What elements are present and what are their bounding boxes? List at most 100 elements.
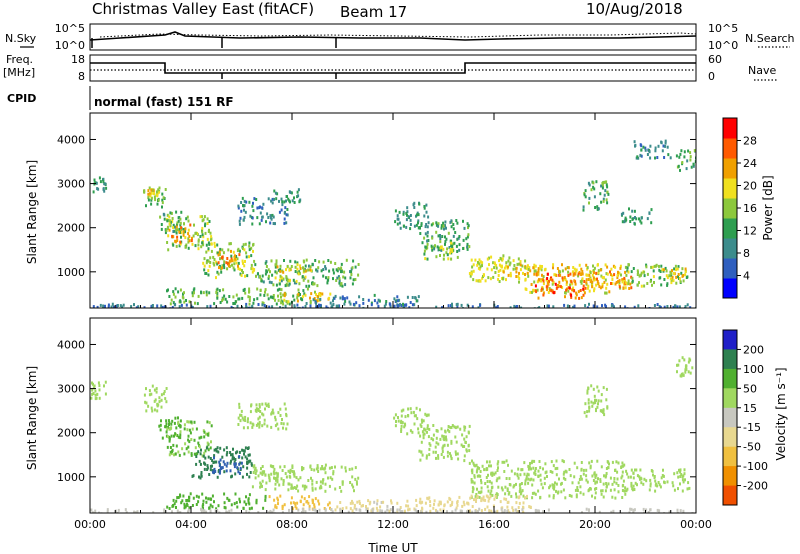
velocity-cell bbox=[251, 425, 254, 429]
power-cell bbox=[514, 306, 517, 308]
power-cell bbox=[450, 219, 453, 223]
velocity-cell bbox=[528, 466, 531, 470]
velocity-cell bbox=[543, 476, 546, 480]
power-cell bbox=[553, 273, 556, 277]
power-cell bbox=[663, 156, 666, 159]
velocity-cell bbox=[334, 508, 337, 512]
velocity-cell bbox=[290, 483, 293, 487]
power-region bbox=[165, 215, 213, 252]
power-cell bbox=[669, 270, 672, 274]
power-cell bbox=[512, 259, 515, 263]
power-region bbox=[394, 201, 430, 231]
power-cell bbox=[432, 222, 435, 226]
velocity-cell bbox=[295, 487, 298, 490]
velocity-cell bbox=[353, 503, 356, 507]
power-cell bbox=[273, 197, 275, 201]
power-cell bbox=[269, 295, 272, 299]
velocity-cell bbox=[92, 392, 95, 395]
power-cell bbox=[471, 305, 474, 308]
velocity-cell bbox=[603, 413, 606, 417]
power-cell bbox=[637, 271, 639, 274]
power-cell bbox=[242, 243, 245, 247]
power-cell bbox=[618, 285, 621, 289]
power-cell bbox=[637, 304, 640, 308]
velocity-cell bbox=[175, 444, 178, 448]
velocity-cell bbox=[226, 496, 229, 500]
power-cell bbox=[337, 267, 340, 270]
velocity-cell bbox=[597, 389, 600, 393]
power-cell bbox=[606, 185, 609, 189]
power-cell bbox=[402, 212, 405, 216]
power-cell bbox=[143, 306, 146, 308]
velocity-cell bbox=[156, 409, 159, 413]
power-cell bbox=[228, 261, 231, 265]
power-cell bbox=[492, 275, 495, 279]
power-cell bbox=[319, 303, 322, 307]
power-cell bbox=[555, 274, 558, 277]
velocity-cell bbox=[188, 499, 191, 503]
velocity-cell bbox=[480, 478, 482, 482]
power-cell bbox=[281, 200, 284, 204]
power-ytick-label: 4000 bbox=[57, 133, 85, 146]
velocity-cell bbox=[632, 471, 635, 475]
velocity-cell bbox=[429, 443, 432, 447]
velocity-cell bbox=[238, 450, 241, 454]
power-cell bbox=[440, 248, 443, 252]
power-cell bbox=[445, 237, 448, 241]
power-cell bbox=[592, 276, 595, 280]
velocity-cell bbox=[605, 474, 608, 478]
velocity-cell bbox=[406, 499, 409, 503]
power-cell bbox=[689, 158, 692, 162]
velocity-cell bbox=[575, 495, 578, 499]
power-cell bbox=[319, 294, 322, 298]
power-cell bbox=[638, 281, 640, 285]
velocity-cell bbox=[508, 511, 511, 513]
power-cell bbox=[338, 279, 341, 283]
power-cell bbox=[643, 270, 646, 274]
velocity-cell bbox=[167, 419, 170, 423]
velocity-cell bbox=[613, 480, 616, 484]
power-cell bbox=[450, 248, 453, 252]
power-cell bbox=[297, 272, 300, 276]
power-cell bbox=[362, 298, 365, 301]
power-cell bbox=[604, 291, 607, 295]
power-cell bbox=[578, 296, 581, 300]
velocity-cell bbox=[681, 478, 684, 482]
power-cell bbox=[426, 257, 429, 261]
power-cell bbox=[336, 276, 339, 280]
power-cell bbox=[658, 264, 660, 268]
velocity-cell bbox=[611, 482, 614, 486]
power-cell bbox=[282, 293, 285, 297]
velocity-cell bbox=[484, 507, 487, 511]
power-cell bbox=[427, 239, 430, 242]
velocity-cell bbox=[562, 476, 565, 480]
velocity-cell bbox=[204, 462, 207, 466]
velocity-cell bbox=[347, 510, 350, 513]
power-cell bbox=[402, 210, 405, 214]
power-cell bbox=[264, 305, 267, 308]
power-cell bbox=[653, 304, 656, 307]
beam-label: Beam 17 bbox=[340, 3, 407, 21]
velocity-cell bbox=[312, 499, 314, 503]
power-cell bbox=[683, 155, 686, 159]
power-cell bbox=[184, 230, 187, 234]
velocity-cell bbox=[616, 470, 619, 474]
power-cell bbox=[308, 264, 310, 268]
power-cell bbox=[206, 222, 209, 225]
velocity-cell bbox=[473, 481, 476, 485]
velocity-cell bbox=[251, 485, 254, 489]
velocity-cell bbox=[223, 470, 226, 474]
velocity-cell bbox=[106, 510, 109, 513]
power-heatmap-cells bbox=[90, 139, 696, 308]
velocity-cell bbox=[222, 460, 225, 464]
velocity-cell bbox=[404, 415, 407, 419]
velocity-cell bbox=[258, 403, 261, 407]
velocity-cell bbox=[212, 470, 214, 474]
power-cell bbox=[402, 224, 405, 228]
velocity-cell bbox=[415, 504, 418, 508]
velocity-cell bbox=[257, 422, 259, 426]
power-x-ticks bbox=[89, 113, 697, 308]
velocity-cell bbox=[117, 508, 120, 512]
power-cell bbox=[221, 248, 224, 252]
power-cell bbox=[447, 257, 450, 261]
